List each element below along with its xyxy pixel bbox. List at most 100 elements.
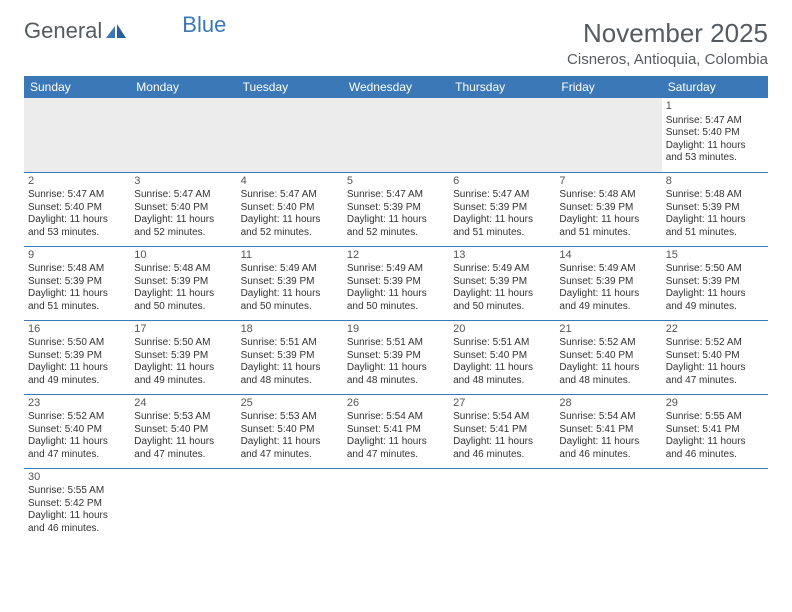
- sunrise-text: Sunrise: 5:49 AM: [559, 263, 657, 276]
- calendar-cell: 11Sunrise: 5:49 AMSunset: 5:39 PMDayligh…: [237, 246, 343, 320]
- daylight-text: Daylight: 11 hours and 50 minutes.: [241, 288, 339, 313]
- day-number: 9: [28, 249, 126, 263]
- sunset-text: Sunset: 5:39 PM: [666, 202, 764, 215]
- sunset-text: Sunset: 5:39 PM: [241, 350, 339, 363]
- calendar-cell: [662, 468, 768, 542]
- sunset-text: Sunset: 5:40 PM: [559, 350, 657, 363]
- calendar-cell: 15Sunrise: 5:50 AMSunset: 5:39 PMDayligh…: [662, 246, 768, 320]
- sunrise-text: Sunrise: 5:49 AM: [347, 263, 445, 276]
- day-header: Friday: [555, 76, 661, 98]
- sunset-text: Sunset: 5:41 PM: [666, 424, 764, 437]
- calendar-row: 30Sunrise: 5:55 AMSunset: 5:42 PMDayligh…: [24, 468, 768, 542]
- title-block: November 2025 Cisneros, Antioquia, Colom…: [567, 18, 768, 68]
- day-info: Sunrise: 5:50 AMSunset: 5:39 PMDaylight:…: [28, 337, 126, 387]
- calendar-row: 9Sunrise: 5:48 AMSunset: 5:39 PMDaylight…: [24, 246, 768, 320]
- day-header: Sunday: [24, 76, 130, 98]
- sunset-text: Sunset: 5:39 PM: [453, 276, 551, 289]
- calendar-cell: [130, 98, 236, 172]
- calendar-cell: 17Sunrise: 5:50 AMSunset: 5:39 PMDayligh…: [130, 320, 236, 394]
- daylight-text: Daylight: 11 hours and 49 minutes.: [559, 288, 657, 313]
- calendar-cell: 20Sunrise: 5:51 AMSunset: 5:40 PMDayligh…: [449, 320, 555, 394]
- day-number: 22: [666, 323, 764, 337]
- sunset-text: Sunset: 5:40 PM: [134, 202, 232, 215]
- day-number: 6: [453, 175, 551, 189]
- day-info: Sunrise: 5:49 AMSunset: 5:39 PMDaylight:…: [241, 263, 339, 313]
- sunrise-text: Sunrise: 5:55 AM: [666, 411, 764, 424]
- calendar-cell: 13Sunrise: 5:49 AMSunset: 5:39 PMDayligh…: [449, 246, 555, 320]
- day-number: 21: [559, 323, 657, 337]
- daylight-text: Daylight: 11 hours and 51 minutes.: [666, 214, 764, 239]
- sunset-text: Sunset: 5:39 PM: [347, 202, 445, 215]
- calendar-cell: 26Sunrise: 5:54 AMSunset: 5:41 PMDayligh…: [343, 394, 449, 468]
- sunrise-text: Sunrise: 5:52 AM: [666, 337, 764, 350]
- day-number: 15: [666, 249, 764, 263]
- logo: General Blue: [24, 18, 174, 46]
- day-number: 7: [559, 175, 657, 189]
- sunrise-text: Sunrise: 5:54 AM: [559, 411, 657, 424]
- sunrise-text: Sunrise: 5:51 AM: [241, 337, 339, 350]
- day-info: Sunrise: 5:54 AMSunset: 5:41 PMDaylight:…: [559, 411, 657, 461]
- daylight-text: Daylight: 11 hours and 47 minutes.: [28, 436, 126, 461]
- calendar-cell: 27Sunrise: 5:54 AMSunset: 5:41 PMDayligh…: [449, 394, 555, 468]
- calendar-cell: 5Sunrise: 5:47 AMSunset: 5:39 PMDaylight…: [343, 172, 449, 246]
- day-info: Sunrise: 5:54 AMSunset: 5:41 PMDaylight:…: [347, 411, 445, 461]
- sunrise-text: Sunrise: 5:48 AM: [666, 189, 764, 202]
- day-info: Sunrise: 5:55 AMSunset: 5:41 PMDaylight:…: [666, 411, 764, 461]
- day-number: 17: [134, 323, 232, 337]
- day-number: 14: [559, 249, 657, 263]
- daylight-text: Daylight: 11 hours and 49 minutes.: [28, 362, 126, 387]
- day-number: 28: [559, 397, 657, 411]
- sunrise-text: Sunrise: 5:47 AM: [666, 115, 764, 128]
- sunrise-text: Sunrise: 5:54 AM: [347, 411, 445, 424]
- calendar-cell: [449, 468, 555, 542]
- sunset-text: Sunset: 5:40 PM: [666, 127, 764, 140]
- day-info: Sunrise: 5:54 AMSunset: 5:41 PMDaylight:…: [453, 411, 551, 461]
- day-info: Sunrise: 5:52 AMSunset: 5:40 PMDaylight:…: [559, 337, 657, 387]
- daylight-text: Daylight: 11 hours and 46 minutes.: [28, 510, 126, 535]
- calendar-cell: [343, 468, 449, 542]
- sunset-text: Sunset: 5:39 PM: [28, 276, 126, 289]
- daylight-text: Daylight: 11 hours and 48 minutes.: [347, 362, 445, 387]
- daylight-text: Daylight: 11 hours and 47 minutes.: [666, 362, 764, 387]
- day-info: Sunrise: 5:48 AMSunset: 5:39 PMDaylight:…: [666, 189, 764, 239]
- day-number: 5: [347, 175, 445, 189]
- calendar-cell: 7Sunrise: 5:48 AMSunset: 5:39 PMDaylight…: [555, 172, 661, 246]
- sunset-text: Sunset: 5:39 PM: [241, 276, 339, 289]
- sunrise-text: Sunrise: 5:53 AM: [241, 411, 339, 424]
- day-number: 4: [241, 175, 339, 189]
- logo-text-2: Blue: [182, 12, 226, 38]
- calendar-cell: 3Sunrise: 5:47 AMSunset: 5:40 PMDaylight…: [130, 172, 236, 246]
- sunset-text: Sunset: 5:39 PM: [134, 276, 232, 289]
- sunrise-text: Sunrise: 5:52 AM: [28, 411, 126, 424]
- day-number: 20: [453, 323, 551, 337]
- calendar-cell: 19Sunrise: 5:51 AMSunset: 5:39 PMDayligh…: [343, 320, 449, 394]
- sunset-text: Sunset: 5:40 PM: [28, 424, 126, 437]
- calendar-cell: [555, 468, 661, 542]
- day-number: 1: [666, 100, 764, 114]
- daylight-text: Daylight: 11 hours and 47 minutes.: [347, 436, 445, 461]
- sunrise-text: Sunrise: 5:49 AM: [453, 263, 551, 276]
- sunset-text: Sunset: 5:40 PM: [134, 424, 232, 437]
- calendar-cell: 14Sunrise: 5:49 AMSunset: 5:39 PMDayligh…: [555, 246, 661, 320]
- day-info: Sunrise: 5:52 AMSunset: 5:40 PMDaylight:…: [28, 411, 126, 461]
- day-info: Sunrise: 5:50 AMSunset: 5:39 PMDaylight:…: [134, 337, 232, 387]
- day-number: 24: [134, 397, 232, 411]
- calendar-row: 1Sunrise: 5:47 AMSunset: 5:40 PMDaylight…: [24, 98, 768, 172]
- calendar-cell: 21Sunrise: 5:52 AMSunset: 5:40 PMDayligh…: [555, 320, 661, 394]
- calendar-cell: 2Sunrise: 5:47 AMSunset: 5:40 PMDaylight…: [24, 172, 130, 246]
- day-header: Thursday: [449, 76, 555, 98]
- sunset-text: Sunset: 5:40 PM: [453, 350, 551, 363]
- calendar-cell: [449, 98, 555, 172]
- calendar-cell: 8Sunrise: 5:48 AMSunset: 5:39 PMDaylight…: [662, 172, 768, 246]
- day-info: Sunrise: 5:51 AMSunset: 5:39 PMDaylight:…: [241, 337, 339, 387]
- calendar-cell: 9Sunrise: 5:48 AMSunset: 5:39 PMDaylight…: [24, 246, 130, 320]
- daylight-text: Daylight: 11 hours and 50 minutes.: [347, 288, 445, 313]
- month-title: November 2025: [567, 18, 768, 49]
- daylight-text: Daylight: 11 hours and 52 minutes.: [241, 214, 339, 239]
- day-info: Sunrise: 5:51 AMSunset: 5:39 PMDaylight:…: [347, 337, 445, 387]
- day-number: 3: [134, 175, 232, 189]
- sunrise-text: Sunrise: 5:48 AM: [134, 263, 232, 276]
- daylight-text: Daylight: 11 hours and 49 minutes.: [134, 362, 232, 387]
- sunset-text: Sunset: 5:40 PM: [666, 350, 764, 363]
- sunrise-text: Sunrise: 5:54 AM: [453, 411, 551, 424]
